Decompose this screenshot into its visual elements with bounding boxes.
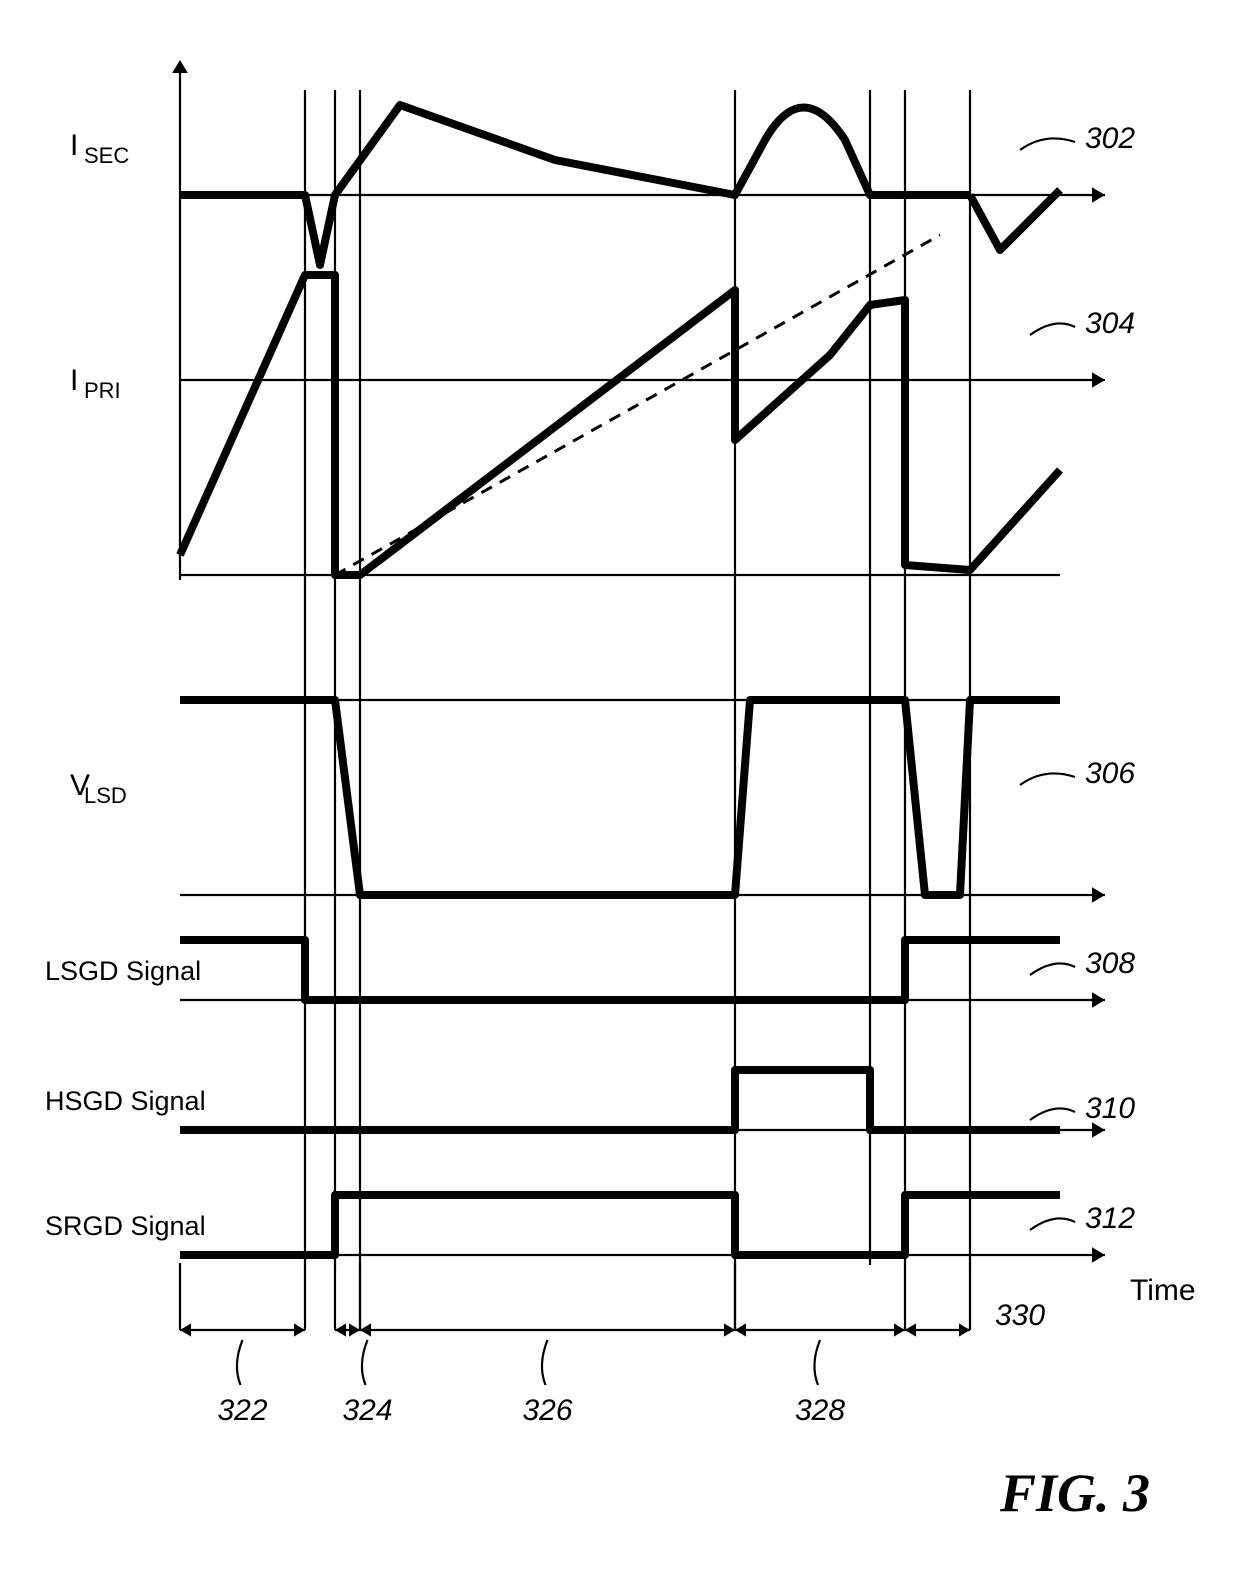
ref-328: 328 <box>795 1394 845 1427</box>
ref-326: 326 <box>523 1394 573 1427</box>
label-ipri: IPRI <box>70 364 121 403</box>
ref-308: 308 <box>1085 947 1135 980</box>
ref-310: 310 <box>1085 1092 1135 1125</box>
ref-302: 302 <box>1085 122 1135 155</box>
ref-322: 322 <box>218 1394 268 1427</box>
svg-text:I: I <box>70 129 78 162</box>
ref-312: 312 <box>1085 1202 1135 1235</box>
ref-304: 304 <box>1085 307 1135 340</box>
label-srgd: SRGD Signal <box>45 1211 206 1241</box>
svg-text:LSD: LSD <box>84 783 127 808</box>
svg-text:SEC: SEC <box>84 143 129 168</box>
label-lsgd: LSGD Signal <box>45 956 201 986</box>
label-isec: ISEC <box>70 129 129 168</box>
label-vlsd: VLSD <box>70 769 127 808</box>
label-hsgd: HSGD Signal <box>45 1086 206 1116</box>
figure-caption: FIG. 3 <box>999 1463 1150 1523</box>
ref-324: 324 <box>343 1394 393 1427</box>
ref-306: 306 <box>1085 757 1135 790</box>
svg-text:I: I <box>70 364 78 397</box>
svg-text:PRI: PRI <box>84 378 121 403</box>
ref-330: 330 <box>995 1299 1045 1332</box>
label-time: Time <box>1130 1274 1196 1307</box>
